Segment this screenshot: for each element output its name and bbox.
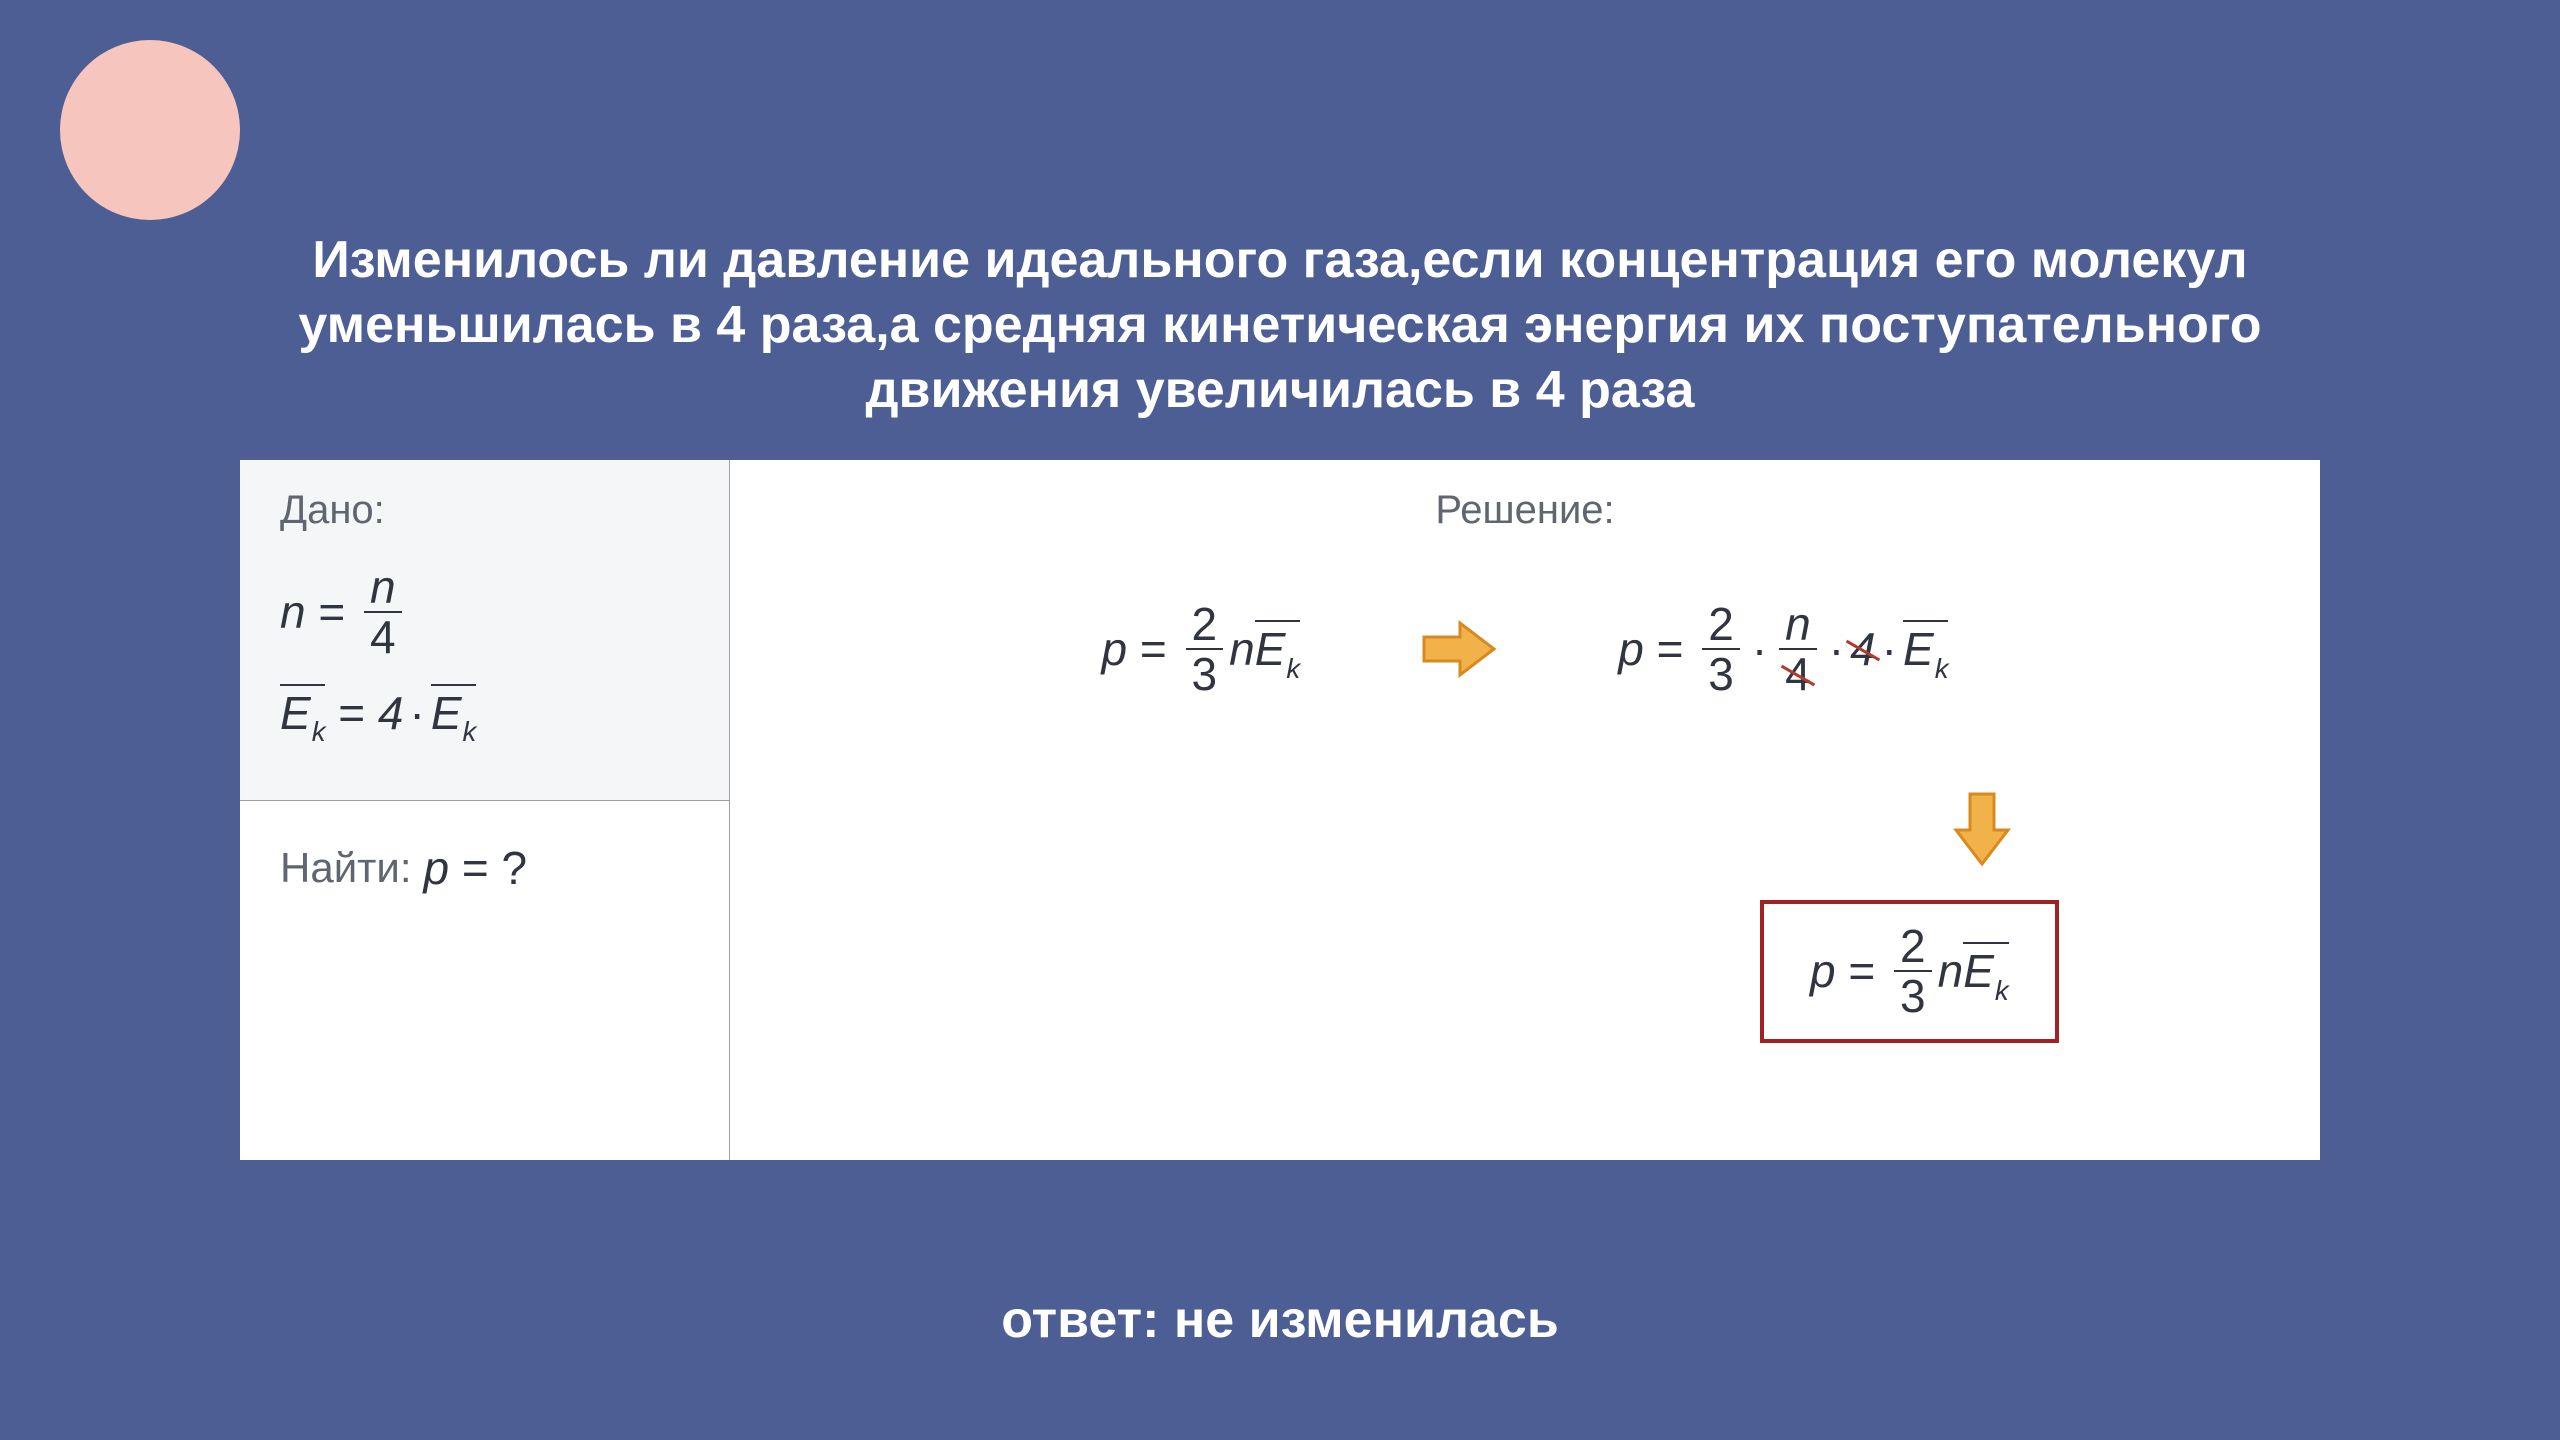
find-block: Найти: p = ?: [240, 801, 729, 1160]
result-box: p = 2 3 n Ek: [1760, 900, 2059, 1043]
equation-row: p = 2 3 n Ek p =: [730, 600, 2320, 699]
find-expression: p = ?: [424, 841, 528, 895]
equation-1: p = 2 3 n Ek: [1102, 600, 1301, 699]
decorative-circle: [60, 40, 240, 220]
answer-text: ответ: не изменилась: [0, 1290, 2560, 1350]
given-label: Дано:: [280, 488, 689, 533]
slide: Изменилось ли давление идеального газа,е…: [0, 0, 2560, 1440]
solution-label: Решение:: [730, 488, 2320, 533]
solution-panel: Дано: n = n 4 Ek = 4: [240, 460, 2320, 1160]
given-column: Дано: n = n 4 Ek = 4: [240, 460, 730, 1160]
given-line-2: Ek = 4 · Ek: [280, 686, 689, 740]
given-block: Дано: n = n 4 Ek = 4: [240, 460, 729, 801]
find-label: Найти:: [280, 844, 412, 892]
arrow-right-icon: [1420, 617, 1498, 681]
arrow-down-icon: [1950, 790, 2014, 868]
solution-column: Решение: p = 2 3 n Ek: [730, 460, 2320, 1160]
equation-2: p = 2 3 · n 4 · 4 · Ek: [1618, 600, 1948, 699]
question-text: Изменилось ли давление идеального газа,е…: [170, 228, 2390, 423]
result-equation: p = 2 3 n Ek: [1810, 922, 2009, 1021]
given-line-1: n = n 4: [280, 563, 689, 662]
